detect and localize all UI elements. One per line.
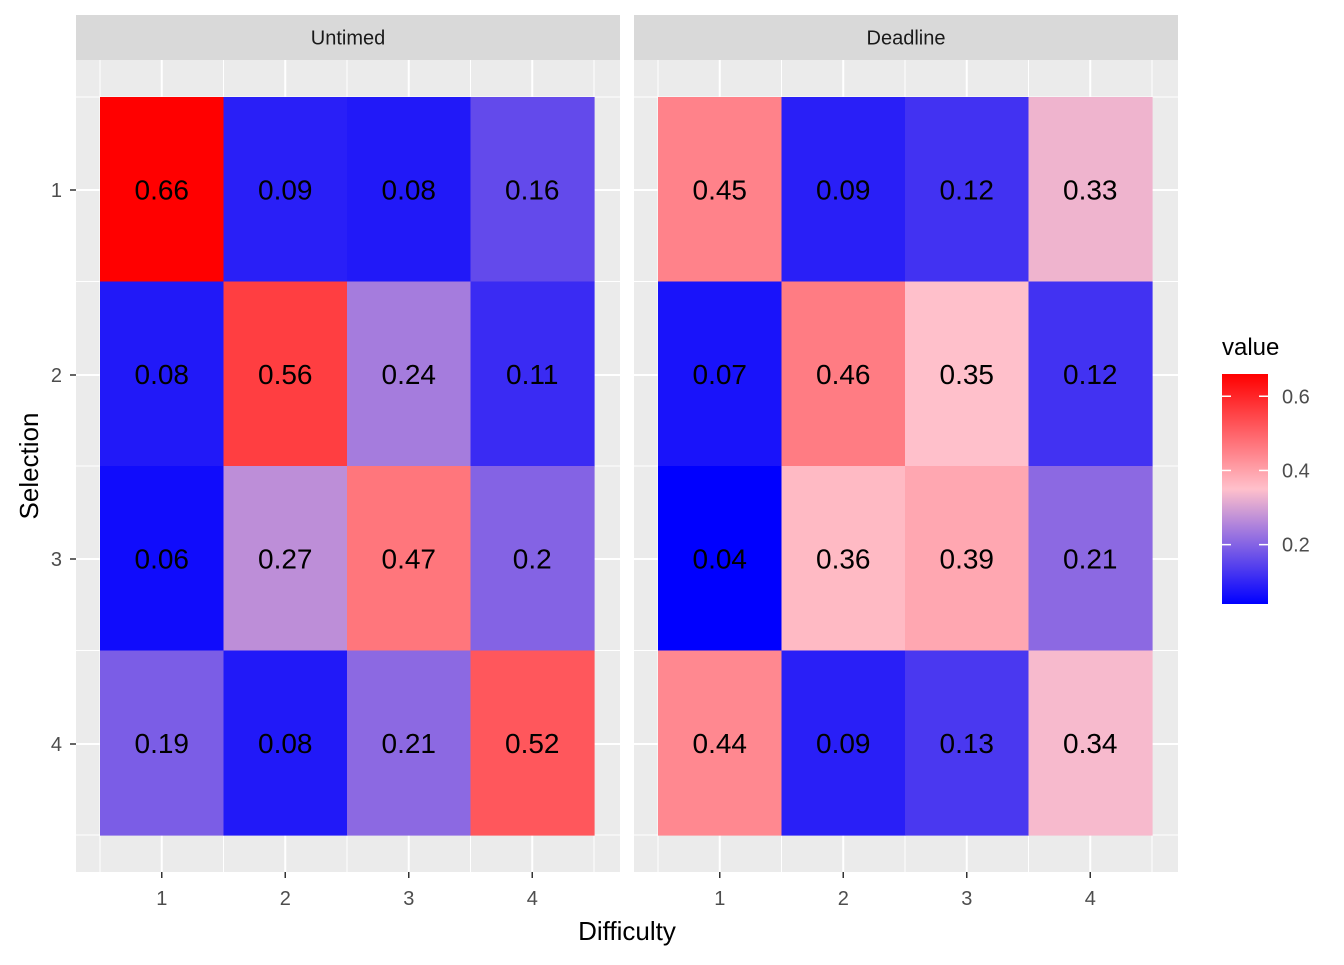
cell-value-label: 0.16 (505, 174, 560, 205)
heatmap-cell (223, 97, 348, 283)
heatmap-cell (905, 466, 1030, 652)
heatmap-cell (1028, 466, 1153, 652)
panel-strip-label: Deadline (867, 28, 946, 50)
panel-strip (76, 15, 620, 60)
heatmap-cell (781, 466, 906, 652)
heatmap-cell (658, 281, 783, 467)
cell-value-label: 0.09 (816, 728, 871, 759)
cell-value-label: 0.08 (382, 174, 437, 205)
cell-value-label: 0.45 (693, 174, 748, 205)
cell-value-label: 0.07 (693, 359, 748, 390)
x-tick-label: 4 (527, 888, 538, 910)
cell-value-label: 0.21 (1063, 543, 1118, 574)
heatmap-cell (347, 281, 472, 467)
heatmap-cell (470, 97, 595, 283)
heatmap-cell (781, 650, 906, 836)
heatmap-cell (658, 650, 783, 836)
cell-value-label: 0.46 (816, 359, 871, 390)
heatmap-cell (658, 466, 783, 652)
heatmap-cell (1028, 281, 1153, 467)
x-tick-label: 2 (280, 888, 291, 910)
cell-value-label: 0.52 (505, 728, 560, 759)
cell-value-label: 0.66 (135, 174, 190, 205)
panel-2: Deadline 0.45 0.09 0.12 0.33 0.07 0.46 0.35 0.12… (634, 15, 1178, 910)
x-tick-label: 3 (403, 888, 414, 910)
cell-value-label: 0.09 (258, 174, 313, 205)
heatmap-cell (905, 281, 1030, 467)
panel-strip-label: Untimed (311, 28, 385, 50)
heatmap-cell (100, 281, 225, 467)
x-tick-label: 4 (1085, 888, 1096, 910)
heatmap-cell (905, 650, 1030, 836)
heatmap-cell (905, 97, 1030, 283)
cell-value-label: 0.27 (258, 543, 313, 574)
y-axis-title: Selection (14, 413, 44, 520)
cell-value-label: 0.35 (940, 359, 995, 390)
x-tick-label: 2 (838, 888, 849, 910)
cell-value-label: 0.36 (816, 543, 871, 574)
heatmap-cell (658, 97, 783, 283)
legend-tick-label: 0.6 (1282, 386, 1310, 408)
heatmap-cell (1028, 650, 1153, 836)
cell-value-label: 0.12 (940, 174, 995, 205)
cell-value-label: 0.06 (135, 543, 190, 574)
cell-value-label: 0.34 (1063, 728, 1118, 759)
y-tick-label: 2 (51, 365, 62, 387)
cell-value-label: 0.12 (1063, 359, 1118, 390)
heatmap-cell (470, 466, 595, 652)
x-tick-label: 3 (961, 888, 972, 910)
x-axis-title: Difficulty (578, 916, 676, 946)
cell-value-label: 0.08 (258, 728, 313, 759)
cell-value-label: 0.13 (940, 728, 995, 759)
heatmap-cell (470, 650, 595, 836)
cell-value-label: 0.19 (135, 728, 190, 759)
legend-title: value (1222, 334, 1279, 361)
y-tick-label: 3 (51, 549, 62, 571)
x-tick-label: 1 (156, 888, 167, 910)
x-tick-label: 1 (714, 888, 725, 910)
cell-value-label: 0.47 (382, 543, 437, 574)
heatmap-cell (781, 281, 906, 467)
heatmap-cell (223, 281, 348, 467)
cell-value-label: 0.04 (693, 543, 748, 574)
cell-value-label: 0.24 (382, 359, 437, 390)
heatmap-cell (347, 650, 472, 836)
cell-value-label: 0.08 (135, 359, 190, 390)
legend-tick-label: 0.2 (1282, 535, 1310, 557)
heatmap-cell (347, 97, 472, 283)
y-tick-label: 4 (51, 734, 62, 756)
heatmap-cell (1028, 97, 1153, 283)
cell-value-label: 0.56 (258, 359, 313, 390)
legend-colorbar (1222, 374, 1268, 604)
heatmap-cell (470, 281, 595, 467)
cell-value-label: 0.2 (513, 543, 552, 574)
cell-value-label: 0.09 (816, 174, 871, 205)
heatmap-cell (347, 466, 472, 652)
heatmap-cell (100, 466, 225, 652)
heatmap-cell (781, 97, 906, 283)
cell-value-label: 0.39 (940, 543, 995, 574)
heatmap-cell (100, 650, 225, 836)
panel-strip (634, 15, 1178, 60)
legend-tick-label: 0.4 (1282, 460, 1310, 482)
cell-value-label: 0.33 (1063, 174, 1118, 205)
cell-value-label: 0.11 (506, 359, 558, 390)
cell-value-label: 0.44 (693, 728, 748, 759)
heatmap-cell (100, 97, 225, 283)
y-tick-label: 1 (51, 180, 62, 202)
cell-value-label: 0.21 (382, 728, 437, 759)
heatmap-cell (223, 466, 348, 652)
heatmap-cell (223, 650, 348, 836)
